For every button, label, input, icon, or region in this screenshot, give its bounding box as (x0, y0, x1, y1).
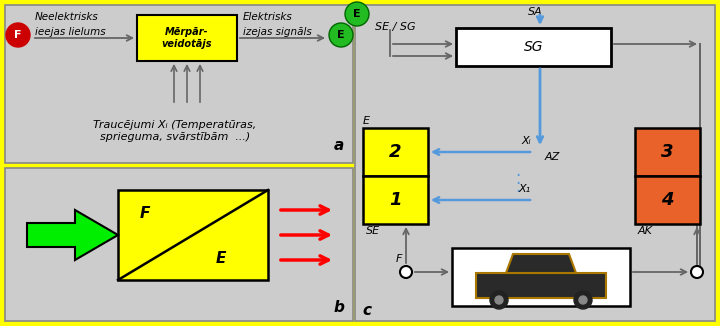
Text: izejas signāls: izejas signāls (243, 27, 312, 37)
Circle shape (495, 296, 503, 304)
Text: Xᵢ: Xᵢ (521, 136, 531, 146)
Circle shape (490, 291, 508, 309)
Circle shape (345, 2, 369, 26)
Polygon shape (476, 273, 606, 298)
Circle shape (329, 23, 353, 47)
Text: Neelektrisks: Neelektrisks (35, 12, 99, 22)
Circle shape (400, 266, 412, 278)
Bar (635, 176, 700, 224)
Text: Mērpār-
veidotājs: Mērpār- veidotājs (162, 27, 212, 49)
Bar (137, 15, 237, 61)
Circle shape (6, 23, 30, 47)
Text: AK: AK (638, 226, 653, 236)
Text: ·: · (516, 175, 521, 193)
Bar (635, 128, 700, 176)
Bar (456, 28, 611, 66)
Text: E: E (216, 251, 226, 266)
Text: c: c (362, 303, 371, 318)
Bar (5, 168, 353, 321)
Text: a: a (334, 138, 344, 153)
Text: X₁: X₁ (519, 184, 531, 194)
Text: E: E (363, 116, 370, 126)
Polygon shape (506, 254, 576, 273)
Text: SE: SE (366, 226, 380, 236)
Text: F: F (140, 206, 150, 221)
Text: b: b (333, 300, 344, 315)
Text: E: E (354, 9, 361, 19)
Circle shape (574, 291, 592, 309)
Text: 1: 1 (390, 191, 402, 209)
Text: E: E (337, 30, 345, 40)
Text: 3: 3 (661, 143, 674, 161)
Text: ieejas lielums: ieejas lielums (35, 27, 106, 37)
Text: F: F (14, 30, 22, 40)
Polygon shape (27, 210, 118, 260)
Circle shape (579, 296, 587, 304)
Bar (363, 128, 428, 176)
Text: AZ: AZ (545, 152, 560, 162)
Text: Traucējumi Xᵢ (Temperatūras,
sprieguma, svārstībām  ...): Traucējumi Xᵢ (Temperatūras, sprieguma, … (94, 120, 256, 141)
Bar (452, 248, 630, 306)
Text: 4: 4 (661, 191, 674, 209)
Text: SA: SA (528, 7, 543, 17)
Text: SG: SG (523, 40, 544, 54)
Text: Elektrisks: Elektrisks (243, 12, 293, 22)
Bar (363, 176, 428, 224)
Circle shape (691, 266, 703, 278)
Text: F: F (396, 254, 402, 264)
Bar (118, 190, 268, 280)
Text: ·: · (516, 167, 521, 185)
Bar (355, 5, 715, 321)
Bar (5, 5, 353, 163)
Text: ·: · (516, 183, 521, 201)
Text: 2: 2 (390, 143, 402, 161)
Text: SE / SG: SE / SG (375, 22, 415, 32)
